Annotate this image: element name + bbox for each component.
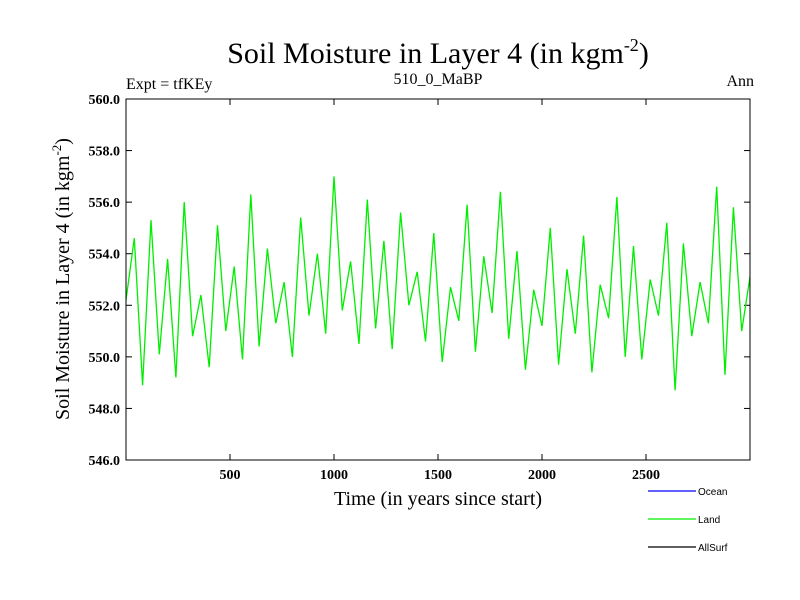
x-tick-label: 2500 [632, 468, 660, 483]
plot-series [125, 176, 751, 391]
legend: Ocean Land AllSurf [648, 487, 728, 554]
legend-label-allsurf: AllSurf [698, 543, 728, 554]
plot-frame [125, 98, 751, 461]
y-tick-label: 550.0 [89, 351, 121, 366]
subtitle-left: Expt = tfKEy [126, 76, 212, 93]
legend-label-ocean: Ocean [698, 487, 727, 498]
chart-title: Soil Moisture in Layer 4 (in kgm-2) [227, 35, 649, 70]
legend-label-land: Land [698, 515, 720, 526]
x-axis-label: Time (in years since start) [334, 488, 542, 510]
y-tick-label: 552.0 [89, 299, 121, 314]
x-tick-label: 1000 [320, 468, 348, 483]
series-line-land [125, 176, 751, 391]
y-tick-label: 548.0 [89, 402, 121, 417]
axis-ticks: 546.0 548.0 550.0 552.0 554.0 556.0 558.0 560.0… [89, 93, 750, 483]
x-tick-label: 2000 [528, 468, 556, 483]
subtitle-center: 510_0_MaBP [394, 71, 483, 88]
y-tick-label: 546.0 [89, 454, 121, 469]
y-tick-label: 558.0 [89, 145, 121, 160]
x-tick-label: 500 [220, 468, 241, 483]
x-tick-label: 1500 [424, 468, 452, 483]
y-tick-label: 560.0 [89, 93, 121, 108]
subtitle-right: Ann [726, 73, 754, 90]
y-tick-label: 556.0 [89, 196, 121, 211]
y-axis-label: Soil Moisture in Layer 4 (in kgm-2) [49, 138, 74, 420]
y-tick-label: 554.0 [89, 248, 121, 263]
